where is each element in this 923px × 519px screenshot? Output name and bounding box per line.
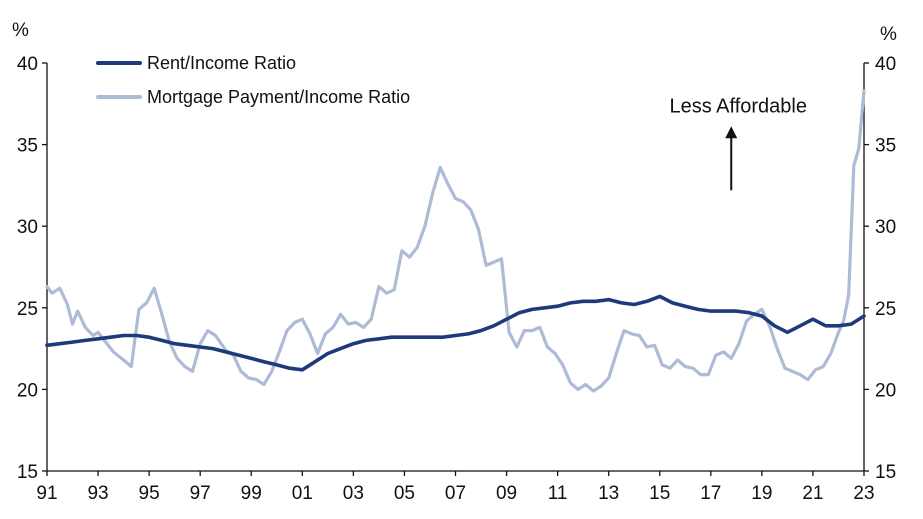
- annotation: Less Affordable: [669, 95, 807, 191]
- right-y-tick-label: 15: [875, 462, 896, 483]
- left-y-tick-label: 30: [17, 217, 38, 238]
- right-y-tick-label: 40: [875, 54, 896, 75]
- less-affordable-arrow-head: [725, 126, 738, 139]
- rent-income-series-line: [45, 294, 866, 372]
- right-y-tick-label: 25: [875, 299, 896, 320]
- x-tick-label: 19: [751, 483, 772, 504]
- x-tick-label: 03: [343, 483, 364, 504]
- legend-item-rent-income-label: Rent/Income Ratio: [147, 53, 296, 73]
- x-tick-label: 15: [649, 483, 670, 504]
- x-tick-label: 17: [700, 483, 721, 504]
- x-tick-label: 99: [241, 483, 262, 504]
- left-y-tick-label: 35: [17, 136, 38, 157]
- x-tick-label: 95: [139, 483, 160, 504]
- x-tick-label: 97: [190, 483, 211, 504]
- series-layer: [45, 89, 866, 393]
- x-tick-label: 91: [36, 483, 57, 504]
- left-y-tick-label: 40: [17, 54, 38, 75]
- right-y-tick-label: 35: [875, 136, 896, 157]
- left-y-tick-label: 20: [17, 380, 38, 401]
- x-tick-label: 01: [292, 483, 313, 504]
- less-affordable-label: Less Affordable: [669, 95, 807, 117]
- right-y-tick-label: 30: [875, 217, 896, 238]
- x-tick-label: 21: [802, 483, 823, 504]
- x-tick-label: 93: [87, 483, 108, 504]
- legend-item-mortgage-payment-income-label: Mortgage Payment/Income Ratio: [147, 87, 410, 107]
- left-y-tick-label: 15: [17, 462, 38, 483]
- axes: % % 15 15 20 20 25 25 30 30 35 35 40 40 91 93 95 97 99 01 03…: [12, 20, 897, 504]
- left-y-tick-label: 25: [17, 299, 38, 320]
- right-y-tick-label: 20: [875, 380, 896, 401]
- x-tick-label: 23: [853, 483, 874, 504]
- x-tick-label: 05: [394, 483, 415, 504]
- x-tick-label: 13: [598, 483, 619, 504]
- x-tick-label: 07: [445, 483, 466, 504]
- x-tick-label: 09: [496, 483, 517, 504]
- left-y-unit-label: %: [12, 20, 29, 41]
- mortgage-payment-income-series-line: [45, 89, 866, 393]
- right-y-unit-label: %: [880, 24, 897, 45]
- legend: Rent/Income Ratio Mortgage Payment/Income…: [96, 53, 410, 107]
- x-tick-label: 11: [548, 483, 568, 504]
